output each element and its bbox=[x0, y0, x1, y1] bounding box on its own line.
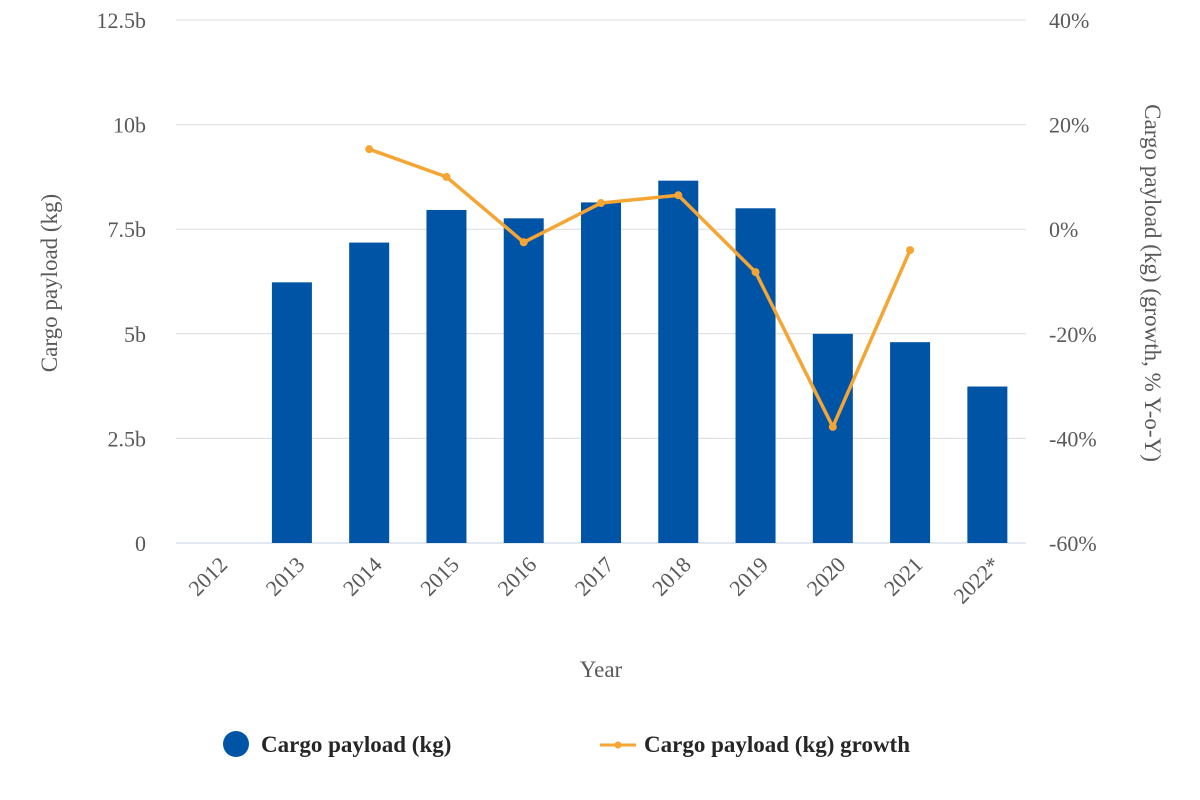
growth-point[interactable] bbox=[674, 191, 683, 200]
y-tick-label: 12.5b bbox=[97, 8, 147, 33]
bar[interactable] bbox=[967, 386, 1008, 543]
y2-tick-label: 0% bbox=[1049, 217, 1078, 242]
x-tick-label: 2017 bbox=[570, 552, 619, 601]
y2-tick-label: -40% bbox=[1049, 426, 1097, 451]
x-axis-ticks: 2012 2013 2014 2015 2016 2017 2018 2019 2020 2021… bbox=[183, 552, 1005, 609]
bar[interactable] bbox=[271, 282, 312, 543]
growth-point[interactable] bbox=[751, 268, 760, 277]
bar[interactable] bbox=[349, 242, 390, 543]
bar-series bbox=[271, 180, 1008, 544]
bar[interactable] bbox=[503, 218, 544, 543]
growth-point[interactable] bbox=[906, 246, 915, 255]
y2-axis-title: Cargo payload (kg) (growth, % Y-o-Y) bbox=[1140, 104, 1165, 462]
x-tick-label: 2018 bbox=[647, 552, 696, 601]
growth-point[interactable] bbox=[442, 172, 451, 181]
x-tick-label: 2013 bbox=[261, 552, 310, 601]
growth-point[interactable] bbox=[519, 238, 528, 247]
x-tick-label: 2021 bbox=[879, 552, 928, 601]
y-axis-right-ticks: -60% -40% -20% 0% 20% 40% bbox=[1049, 8, 1097, 556]
x-tick-label: 2019 bbox=[724, 552, 773, 601]
y-tick-label: 5b bbox=[124, 322, 146, 347]
legend-bar-swatch bbox=[223, 731, 249, 757]
growth-point[interactable] bbox=[828, 422, 837, 431]
legend-line-label: Cargo payload (kg) growth bbox=[644, 732, 910, 757]
y-tick-label: 0 bbox=[135, 531, 146, 556]
y-tick-label: 10b bbox=[113, 113, 146, 138]
bar[interactable] bbox=[735, 208, 776, 543]
bar[interactable] bbox=[658, 180, 699, 544]
x-tick-label: 2016 bbox=[492, 552, 541, 601]
x-tick-label: 2015 bbox=[415, 552, 464, 601]
y2-tick-label: -20% bbox=[1049, 322, 1097, 347]
x-tick-label: 2012 bbox=[183, 552, 232, 601]
growth-line bbox=[368, 147, 912, 429]
growth-point[interactable] bbox=[365, 145, 374, 154]
x-axis-title: Year bbox=[580, 657, 623, 682]
bar[interactable] bbox=[812, 333, 853, 543]
legend-bar-label: Cargo payload (kg) bbox=[261, 732, 451, 757]
x-tick-label: 2020 bbox=[802, 552, 851, 601]
legend-line-marker bbox=[614, 741, 622, 749]
growth-point[interactable] bbox=[597, 199, 605, 208]
legend-item-line[interactable]: Cargo payload (kg) growth bbox=[600, 732, 910, 757]
x-tick-label: 2014 bbox=[338, 552, 387, 601]
y-tick-label: 2.5b bbox=[108, 426, 147, 451]
line-series bbox=[365, 145, 915, 431]
legend-item-bar[interactable]: Cargo payload (kg) bbox=[223, 731, 451, 757]
bar[interactable] bbox=[581, 202, 621, 543]
x-tick-label: 2022* bbox=[948, 552, 1005, 609]
legend: Cargo payload (kg) Cargo payload (kg) gr… bbox=[223, 731, 910, 757]
y2-tick-label: -60% bbox=[1049, 531, 1097, 556]
y-axis-title: Cargo payload (kg) bbox=[37, 194, 62, 372]
y-axis-left-ticks: 0 2.5b 5b 7.5b 10b 12.5b bbox=[97, 8, 147, 556]
bar[interactable] bbox=[890, 342, 931, 543]
y2-tick-label: 40% bbox=[1049, 8, 1089, 33]
y2-tick-label: 20% bbox=[1049, 113, 1089, 138]
bar[interactable] bbox=[426, 209, 467, 543]
y-tick-label: 7.5b bbox=[108, 217, 147, 242]
